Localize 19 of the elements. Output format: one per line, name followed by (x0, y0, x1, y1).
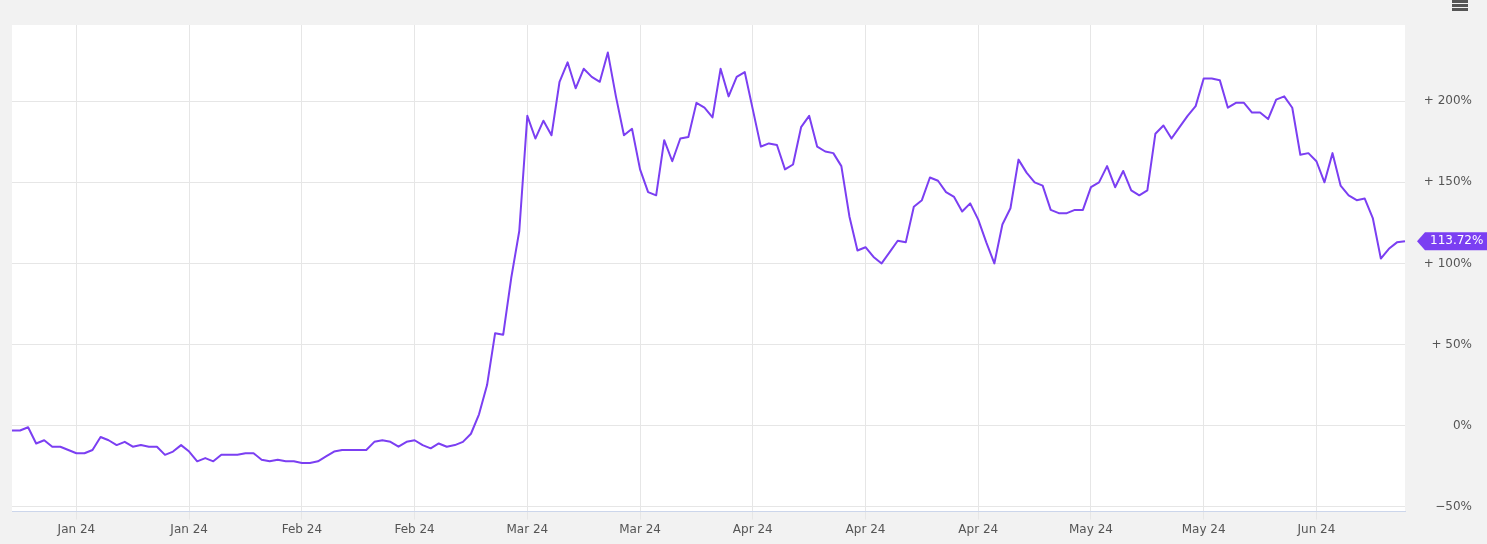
x-tick-label: Apr 24 (845, 521, 886, 536)
y-tick-label: + 50% (1431, 336, 1472, 351)
x-tick-label: Jan 24 (56, 521, 96, 536)
x-tick-label: May 24 (1181, 521, 1226, 536)
y-tick-label: −50% (1435, 498, 1472, 513)
x-tick-label: Apr 24 (958, 521, 999, 536)
y-tick-label: + 100% (1423, 255, 1472, 270)
x-tick-label: Apr 24 (732, 521, 773, 536)
y-tick-label: 0% (1452, 417, 1472, 432)
x-tick-label: Mar 24 (619, 521, 661, 536)
x-tick-label: Jun 24 (1296, 521, 1336, 536)
x-tick-label: Jan 24 (169, 521, 208, 536)
y-tick-label: + 150% (1423, 174, 1472, 189)
text: 113.72% (1430, 233, 1484, 248)
x-tick-label: Mar 24 (506, 521, 549, 536)
x-tick-label: Feb 24 (281, 521, 323, 536)
x-tick-label: May 24 (1069, 521, 1113, 536)
y-tick-label: + 200% (1423, 93, 1472, 108)
x-tick-label: Feb 24 (394, 521, 435, 536)
